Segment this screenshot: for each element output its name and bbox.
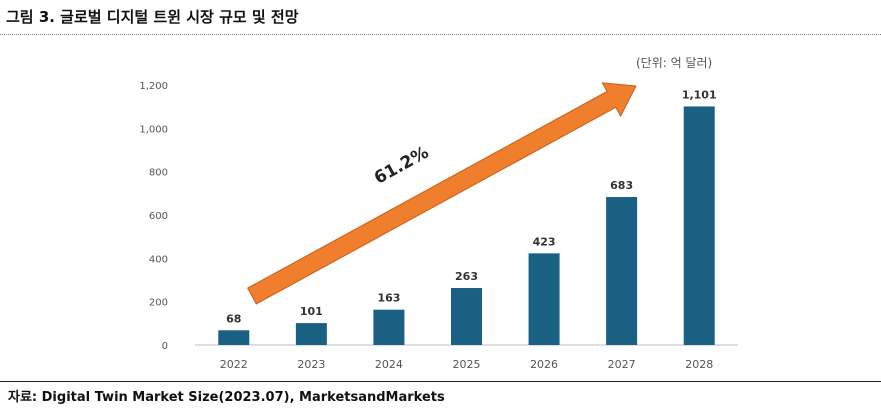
y-tick-label: 600 — [149, 211, 168, 222]
bar-2022 — [218, 330, 250, 345]
unit-label: (단위: 억 달러) — [636, 56, 713, 70]
bar-2027 — [606, 197, 638, 345]
x-tick-label-2028: 2028 — [685, 358, 713, 371]
bar-2026 — [528, 253, 560, 345]
data-label-2026: 423 — [533, 235, 556, 248]
y-tick-label: 1,200 — [139, 81, 168, 92]
x-tick-label-2025: 2025 — [453, 358, 481, 371]
y-tick-label: 400 — [149, 254, 168, 265]
bar-2024 — [373, 309, 405, 345]
bars — [218, 106, 715, 345]
y-tick-label: 800 — [149, 168, 168, 179]
y-tick-label: 0 — [162, 341, 168, 352]
figure-title: 그림 3. 글로벌 디지털 트윈 시장 규모 및 전망 — [6, 8, 299, 26]
y-tick-label: 200 — [149, 298, 168, 309]
source-divider — [0, 381, 881, 382]
data-label-2024: 163 — [377, 292, 400, 305]
data-labels: 68 101 163 263 423 683 1,101 — [226, 88, 716, 325]
bar-2023 — [295, 323, 327, 345]
x-tick-label-2024: 2024 — [375, 358, 403, 371]
x-tick-label-2022: 2022 — [220, 358, 248, 371]
data-label-2027: 683 — [610, 179, 633, 192]
bar-2025 — [451, 288, 482, 345]
growth-rate-label: 61.2% — [371, 143, 432, 189]
growth-arrow: 61.2% — [247, 82, 637, 305]
x-tick-label-2027: 2027 — [608, 358, 636, 371]
title-divider — [0, 34, 881, 35]
data-label-2028: 1,101 — [682, 88, 717, 101]
x-tick-label-2023: 2023 — [297, 358, 325, 371]
data-label-2022: 68 — [226, 312, 241, 325]
growth-arrow-shape — [247, 82, 637, 305]
source-note: 자료: Digital Twin Market Size(2023.07), M… — [8, 390, 445, 405]
data-label-2025: 263 — [455, 270, 478, 283]
data-label-2023: 101 — [300, 305, 323, 318]
y-tick-label: 1,000 — [139, 124, 168, 135]
y-axis: 0 200 400 600 800 1,000 1,200 — [139, 81, 168, 352]
bar-2028 — [683, 106, 715, 345]
x-axis: 2022 2023 2024 2025 2026 2027 2028 — [220, 358, 713, 371]
x-tick-label-2026: 2026 — [530, 358, 558, 371]
